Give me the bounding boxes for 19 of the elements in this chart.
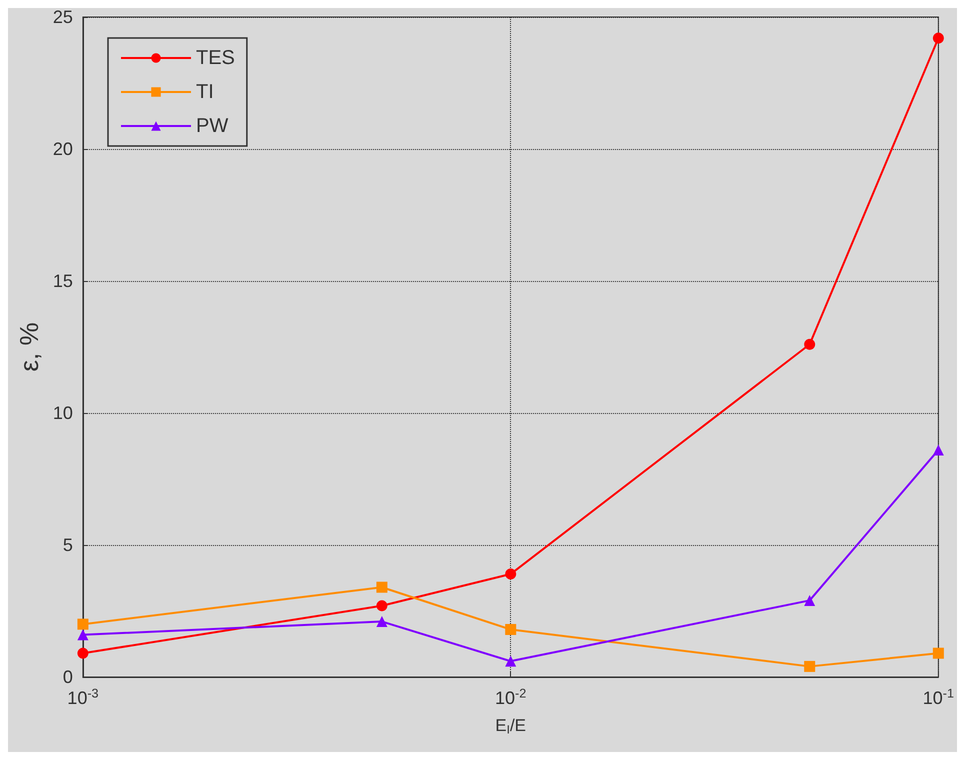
point [77, 629, 88, 640]
point [932, 444, 944, 456]
y-tick-label: 5 [62, 535, 73, 555]
y-axis-title: ε, % [14, 322, 44, 372]
y-tick-label: 10 [52, 403, 73, 423]
y-tick-label: 0 [62, 667, 73, 687]
point [505, 568, 516, 580]
y-tick-label: 20 [52, 139, 73, 159]
point [505, 656, 516, 667]
y-tick-label: 15 [52, 271, 73, 291]
legend-label: PW [196, 115, 228, 137]
point [77, 618, 88, 630]
y-tick-label: 25 [52, 7, 73, 27]
point [932, 32, 944, 44]
legend-label: TI [196, 81, 214, 103]
point [77, 648, 88, 659]
legend-label: TES [196, 47, 235, 69]
point [932, 648, 944, 659]
point [505, 624, 516, 635]
